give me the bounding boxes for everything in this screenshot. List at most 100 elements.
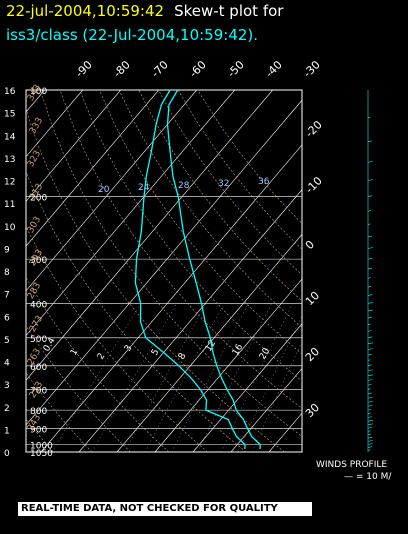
dry-adiabat-label: 273: [28, 314, 45, 334]
isotherm-top-label: -50: [225, 58, 247, 80]
mixing-ratio-line: [91, 303, 177, 452]
isotherm-right-label: 10: [303, 289, 322, 308]
wind-barb: [367, 423, 373, 426]
isobar-label: 300: [30, 256, 47, 266]
wind-barb: [367, 348, 373, 350]
dry-adiabat-line: [26, 372, 93, 452]
isobar-label: 800: [30, 407, 47, 417]
wind-barb: [367, 179, 374, 181]
isotherm-right-label: 20: [303, 345, 322, 364]
moist-adiabat-label: 12: [204, 339, 218, 354]
wind-barb: [367, 223, 371, 226]
isotherm-line: [26, 90, 235, 336]
moist-adiabat-label: 1: [69, 348, 81, 358]
isobar-label: 500: [30, 335, 47, 345]
wind-barb: [367, 440, 373, 442]
height-axis-label: 15: [4, 110, 15, 120]
wind-barb: [367, 247, 373, 249]
height-axis-label: 16: [4, 87, 16, 97]
isotherm-line: [78, 189, 302, 452]
mixing-ratio-label: 20: [98, 185, 110, 195]
isotherm-line: [26, 90, 273, 381]
height-axis-label: 4: [4, 359, 10, 369]
wind-barb: [367, 277, 371, 279]
clipped-grid: [26, 90, 408, 452]
wind-barb: [367, 330, 372, 332]
wind-barb: [367, 404, 373, 407]
wind-barb: [367, 412, 371, 415]
wind-barb: [367, 419, 373, 422]
wind-barb: [367, 316, 372, 319]
wind-barb: [367, 426, 373, 429]
dry-adiabat-line: [26, 276, 170, 452]
isobar-label: 400: [30, 300, 47, 310]
moist-adiabat-label: 16: [231, 342, 246, 357]
dry-adiabat-label: 303: [26, 215, 43, 235]
dry-adiabat-line: [26, 106, 285, 452]
isobar-label: 200: [30, 194, 47, 204]
wind-barb: [367, 433, 371, 436]
wind-barb: [367, 267, 373, 270]
wind-barb: [367, 379, 373, 381]
isotherm-line: [116, 233, 302, 452]
isotherm-line: [230, 368, 302, 452]
wind-barb: [367, 353, 372, 356]
height-axis-label: 14: [4, 132, 16, 142]
dry-adiabat-line: [118, 90, 302, 328]
height-axis-label: 5: [4, 336, 10, 346]
wind-barb: [367, 388, 371, 390]
wind-barb: [367, 374, 374, 377]
height-axis-label: 13: [4, 155, 15, 165]
title-plot-type: Skew-t plot for: [174, 2, 284, 20]
isobar-label: 1050: [30, 449, 53, 459]
wind-barb: [367, 449, 371, 451]
moist-adiabat-label: 3: [123, 344, 135, 354]
isotherm-line: [40, 144, 302, 452]
isotherm-top-label: -30: [301, 58, 323, 80]
wind-barb: [367, 396, 373, 399]
moist-adiabat-label: 8: [177, 351, 189, 361]
wind-barb: [367, 436, 373, 439]
plot-frame: [25, 89, 303, 453]
moist-adiabat-label: 5: [150, 348, 162, 358]
isotherm-line: [26, 90, 197, 292]
dry-adiabat-line: [79, 90, 302, 382]
isotherm-line: [307, 90, 408, 452]
wind-barb: [367, 336, 373, 339]
mixing-ratio-line: [124, 303, 207, 452]
isotherm-top-label: -80: [111, 58, 133, 80]
wind-barb: [367, 369, 373, 372]
wind-barb: [367, 383, 372, 386]
wind-barb: [367, 443, 373, 445]
wind-barb: [367, 359, 371, 361]
height-axis-label: 12: [4, 178, 15, 188]
wind-barb: [367, 309, 373, 312]
isobar-label: 600: [30, 363, 47, 373]
mixing-ratio-label: 28: [178, 181, 190, 191]
wind-barb: [367, 416, 373, 418]
isotherm-line: [268, 412, 302, 452]
height-axis-label: 10: [4, 223, 16, 233]
wind-barb: [367, 408, 372, 411]
wind-barb: [367, 195, 373, 198]
dry-adiabat-line: [26, 325, 131, 452]
winds-scale-label: — = 10 M/: [344, 472, 392, 482]
quality-banner: REAL-TIME DATA, NOT CHECKED FOR QUALITY: [18, 502, 312, 516]
wind-barb: [367, 210, 372, 212]
isotherm-line: [345, 90, 408, 452]
height-axis-label: 3: [4, 381, 10, 391]
temperature-trace: [166, 89, 261, 450]
mixing-ratio-label: 36: [258, 177, 270, 187]
isotherm-line: [26, 90, 83, 158]
isotherm-right-label: 30: [303, 401, 322, 420]
isotherm-right-label: -10: [303, 174, 325, 196]
wind-barb: [367, 294, 373, 296]
mixing-ratio-line: [144, 303, 225, 452]
dry-adiabat-line: [138, 90, 302, 302]
wind-barb: [367, 430, 371, 432]
isotherm-line: [192, 323, 302, 452]
height-axis-label: 6: [4, 313, 10, 323]
dry-adiabat-label: 283: [26, 281, 43, 301]
isotherm-right-label: -20: [303, 118, 325, 140]
height-axis-label: 1: [4, 426, 10, 436]
